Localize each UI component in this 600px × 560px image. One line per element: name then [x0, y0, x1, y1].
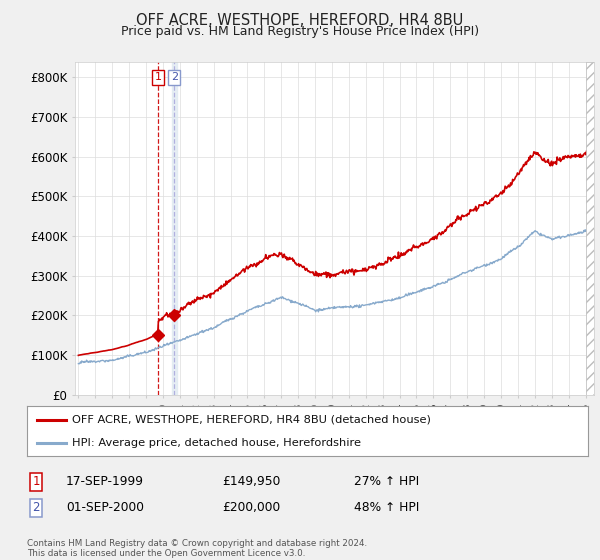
Text: Price paid vs. HM Land Registry's House Price Index (HPI): Price paid vs. HM Land Registry's House … — [121, 25, 479, 38]
Text: 1: 1 — [32, 475, 40, 488]
Text: 27% ↑ HPI: 27% ↑ HPI — [354, 475, 419, 488]
Text: 48% ↑ HPI: 48% ↑ HPI — [354, 501, 419, 515]
Text: £200,000: £200,000 — [222, 501, 280, 515]
Bar — [172, 62, 177, 395]
Text: Contains HM Land Registry data © Crown copyright and database right 2024.
This d: Contains HM Land Registry data © Crown c… — [27, 539, 367, 558]
Text: 2: 2 — [32, 501, 40, 515]
Text: OFF ACRE, WESTHOPE, HEREFORD, HR4 8BU (detached house): OFF ACRE, WESTHOPE, HEREFORD, HR4 8BU (d… — [72, 414, 431, 424]
Text: 2: 2 — [170, 72, 178, 82]
Text: 17-SEP-1999: 17-SEP-1999 — [66, 475, 144, 488]
Text: HPI: Average price, detached house, Herefordshire: HPI: Average price, detached house, Here… — [72, 438, 361, 448]
Text: £149,950: £149,950 — [222, 475, 280, 488]
Text: OFF ACRE, WESTHOPE, HEREFORD, HR4 8BU: OFF ACRE, WESTHOPE, HEREFORD, HR4 8BU — [136, 13, 464, 28]
Text: 01-SEP-2000: 01-SEP-2000 — [66, 501, 144, 515]
Text: 1: 1 — [155, 72, 161, 82]
